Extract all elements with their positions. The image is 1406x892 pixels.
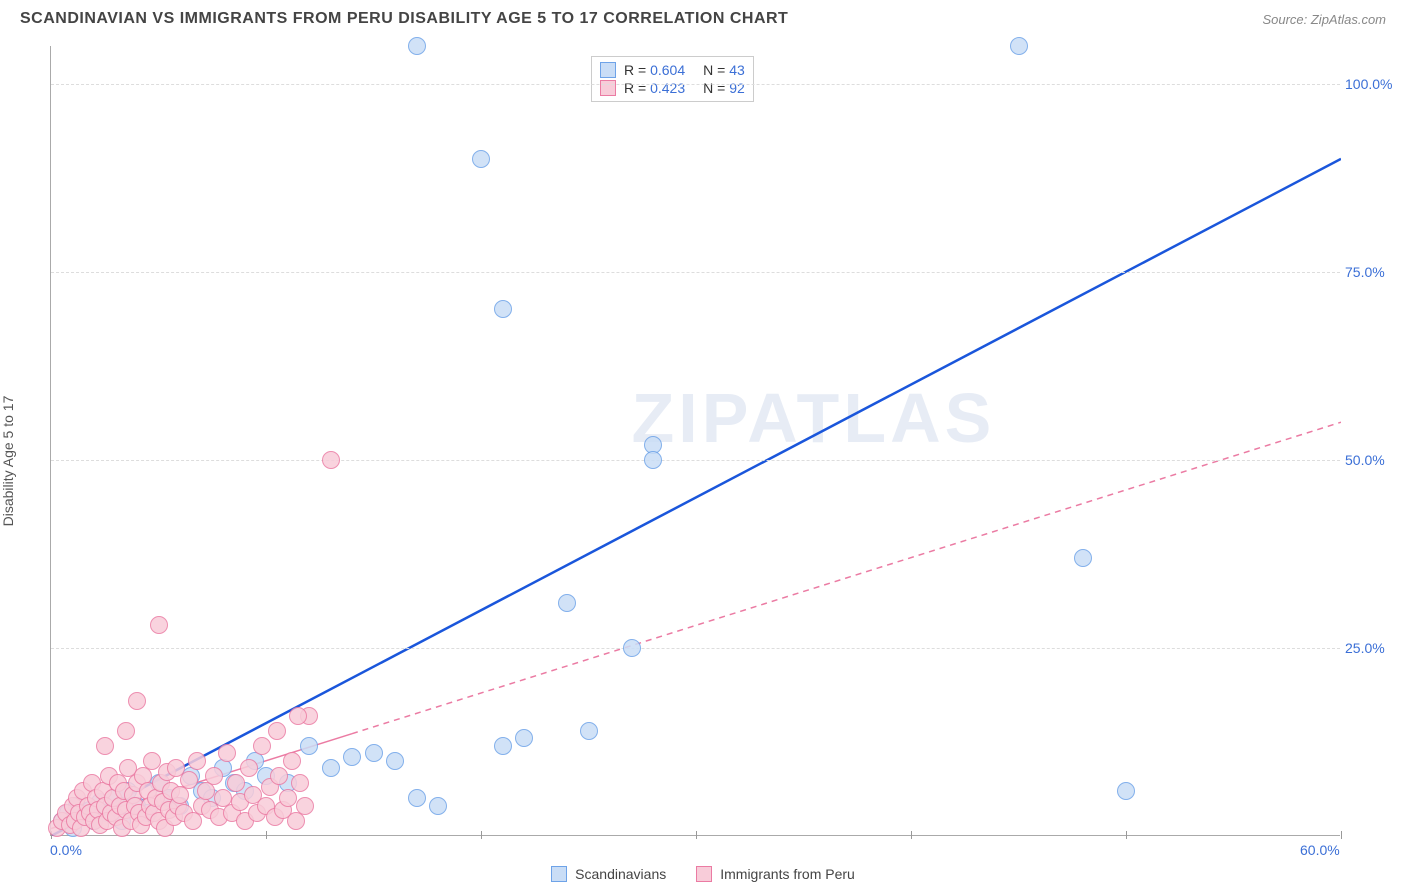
trend-lines	[51, 46, 1341, 836]
data-point	[343, 748, 361, 766]
legend-swatch	[600, 80, 616, 96]
legend-swatch	[551, 866, 567, 882]
legend-item: Immigrants from Peru	[696, 866, 855, 882]
x-tick	[1341, 831, 1342, 839]
gridline	[51, 272, 1340, 273]
data-point	[408, 37, 426, 55]
stat-r-label: R = 0.423	[624, 80, 685, 96]
gridline	[51, 460, 1340, 461]
stat-n-label: N = 92	[703, 80, 745, 96]
data-point	[128, 692, 146, 710]
data-point	[386, 752, 404, 770]
stats-box: R = 0.604 N = 43 R = 0.423 N = 92	[591, 56, 754, 102]
data-point	[180, 771, 198, 789]
data-point	[150, 616, 168, 634]
header: SCANDINAVIAN VS IMMIGRANTS FROM PERU DIS…	[0, 0, 1406, 36]
stats-row: R = 0.604 N = 43	[600, 61, 745, 79]
data-point	[623, 639, 641, 657]
data-point	[240, 759, 258, 777]
x-tick	[266, 831, 267, 839]
x-tick	[481, 831, 482, 839]
data-point	[1117, 782, 1135, 800]
data-point	[1074, 549, 1092, 567]
gridline	[51, 648, 1340, 649]
data-point	[270, 767, 288, 785]
data-point	[494, 737, 512, 755]
data-point	[558, 594, 576, 612]
data-point	[322, 759, 340, 777]
watermark: ZIPATLAS	[632, 378, 996, 458]
y-tick-label: 50.0%	[1345, 452, 1400, 468]
data-point	[268, 722, 286, 740]
source-label: Source: ZipAtlas.com	[1262, 12, 1386, 27]
data-point	[227, 774, 245, 792]
bottom-legend: Scandinavians Immigrants from Peru	[0, 866, 1406, 882]
data-point	[300, 737, 318, 755]
stats-row: R = 0.423 N = 92	[600, 79, 745, 97]
data-point	[429, 797, 447, 815]
data-point	[291, 774, 309, 792]
data-point	[279, 789, 297, 807]
data-point	[472, 150, 490, 168]
data-point	[283, 752, 301, 770]
plot-region: ZIPATLAS R = 0.604N = 43R = 0.423N = 92 …	[50, 46, 1340, 836]
data-point	[289, 707, 307, 725]
y-tick-label: 25.0%	[1345, 640, 1400, 656]
legend-swatch	[696, 866, 712, 882]
chart-area: Disability Age 5 to 17 ZIPATLAS R = 0.60…	[0, 36, 1406, 886]
chart-title: SCANDINAVIAN VS IMMIGRANTS FROM PERU DIS…	[20, 10, 788, 28]
data-point	[205, 767, 223, 785]
legend-label: Immigrants from Peru	[720, 866, 855, 882]
data-point	[188, 752, 206, 770]
data-point	[365, 744, 383, 762]
y-tick-label: 100.0%	[1345, 76, 1400, 92]
data-point	[296, 797, 314, 815]
data-point	[117, 722, 135, 740]
x-tick	[911, 831, 912, 839]
data-point	[253, 737, 271, 755]
x-tick	[1126, 831, 1127, 839]
data-point	[580, 722, 598, 740]
gridline	[51, 84, 1340, 85]
data-point	[218, 744, 236, 762]
stat-n-label: N = 43	[703, 62, 745, 78]
y-axis-label: Disability Age 5 to 17	[0, 396, 16, 527]
y-tick-label: 75.0%	[1345, 264, 1400, 280]
data-point	[322, 451, 340, 469]
x-axis-min-label: 0.0%	[50, 842, 82, 858]
data-point	[644, 451, 662, 469]
stat-r-label: R = 0.604	[624, 62, 685, 78]
data-point	[96, 737, 114, 755]
legend-swatch	[600, 62, 616, 78]
data-point	[494, 300, 512, 318]
data-point	[515, 729, 533, 747]
data-point	[1010, 37, 1028, 55]
legend-item: Scandinavians	[551, 866, 666, 882]
legend-label: Scandinavians	[575, 866, 666, 882]
x-axis-max-label: 60.0%	[1300, 842, 1340, 858]
data-point	[408, 789, 426, 807]
x-tick	[696, 831, 697, 839]
